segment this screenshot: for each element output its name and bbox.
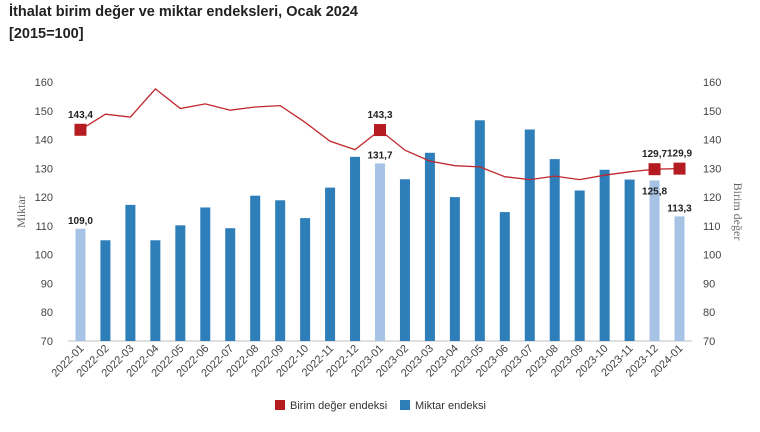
legend-label-miktar[interactable]: Miktar endeksi [415, 400, 486, 412]
bar-series [75, 120, 685, 341]
bar[interactable] [549, 159, 560, 341]
bar[interactable] [399, 179, 410, 341]
right-tick-label: 130 [703, 163, 721, 175]
right-tick-label: 110 [703, 221, 721, 233]
right-tick-label: 80 [703, 307, 715, 319]
x-axis-ticks: 2022-012022-022022-032022-042022-052022-… [50, 343, 686, 380]
bar[interactable] [649, 180, 660, 341]
data-label: 131,7 [367, 150, 392, 161]
bar[interactable] [225, 228, 236, 341]
right-tick-label: 70 [703, 336, 715, 348]
bar[interactable] [674, 216, 685, 341]
bar[interactable] [250, 195, 261, 341]
data-label: 143,3 [367, 110, 392, 121]
right-tick-label: 90 [703, 278, 715, 290]
left-axis-ticks: 70 80 90 100 110 120 130 140 150 160 [35, 77, 53, 348]
bar[interactable] [624, 179, 635, 341]
left-tick-label: 160 [35, 77, 53, 89]
right-tick-label: 120 [703, 192, 721, 204]
legend-label-birim-deger[interactable]: Birim değer endeksi [290, 400, 387, 412]
legend-swatch-miktar [400, 400, 410, 410]
left-tick-label: 120 [35, 192, 53, 204]
bar[interactable] [125, 204, 136, 341]
left-tick-label: 100 [35, 250, 53, 262]
legend: Birim değer endeksi Miktar endeksi [275, 400, 486, 412]
left-axis-title: Miktar [14, 195, 28, 228]
left-tick-label: 70 [41, 336, 53, 348]
line-marker[interactable] [673, 162, 686, 175]
bar[interactable] [375, 163, 385, 341]
legend-swatch-birim-deger [275, 400, 285, 410]
data-label: 125,8 [642, 186, 667, 197]
bar[interactable] [474, 120, 485, 341]
right-axis-ticks: 70 80 90 100 110 120 130 140 150 160 [703, 77, 721, 348]
left-tick-label: 140 [35, 135, 53, 147]
chart-subtitle: [2015=100] [9, 26, 84, 42]
left-tick-label: 80 [41, 307, 53, 319]
bar[interactable] [599, 169, 610, 341]
bar[interactable] [200, 207, 211, 341]
bar[interactable] [574, 190, 585, 341]
data-label: 109,0 [68, 216, 93, 227]
bar[interactable] [325, 187, 336, 341]
bar[interactable] [100, 240, 111, 341]
data-label: 129,7 [642, 149, 667, 160]
left-tick-label: 90 [41, 278, 53, 290]
data-label: 143,4 [68, 110, 93, 121]
line-marker[interactable] [374, 124, 386, 137]
data-label: 129,9 [667, 149, 692, 160]
bar[interactable] [449, 197, 460, 341]
bar[interactable] [524, 129, 535, 341]
right-tick-label: 160 [703, 77, 721, 89]
bar[interactable] [150, 240, 161, 341]
right-tick-label: 150 [703, 106, 721, 118]
bar[interactable] [300, 218, 311, 341]
right-tick-label: 140 [703, 135, 721, 147]
bar[interactable] [499, 212, 510, 341]
left-tick-label: 150 [35, 106, 53, 118]
right-tick-label: 100 [703, 250, 721, 262]
left-tick-label: 110 [35, 221, 53, 233]
line-marker[interactable] [74, 123, 87, 136]
bar[interactable] [424, 152, 435, 341]
line-markers [74, 123, 686, 176]
data-label: 113,3 [667, 203, 692, 214]
chart-title: İthalat birim değer ve miktar endeksleri… [9, 4, 358, 20]
line-marker[interactable] [648, 163, 661, 176]
right-axis-title: Birim değer [731, 183, 745, 241]
left-tick-label: 130 [35, 163, 53, 175]
bar[interactable] [175, 225, 186, 341]
bar[interactable] [350, 156, 361, 341]
bar[interactable] [275, 200, 286, 341]
bar[interactable] [75, 228, 86, 341]
